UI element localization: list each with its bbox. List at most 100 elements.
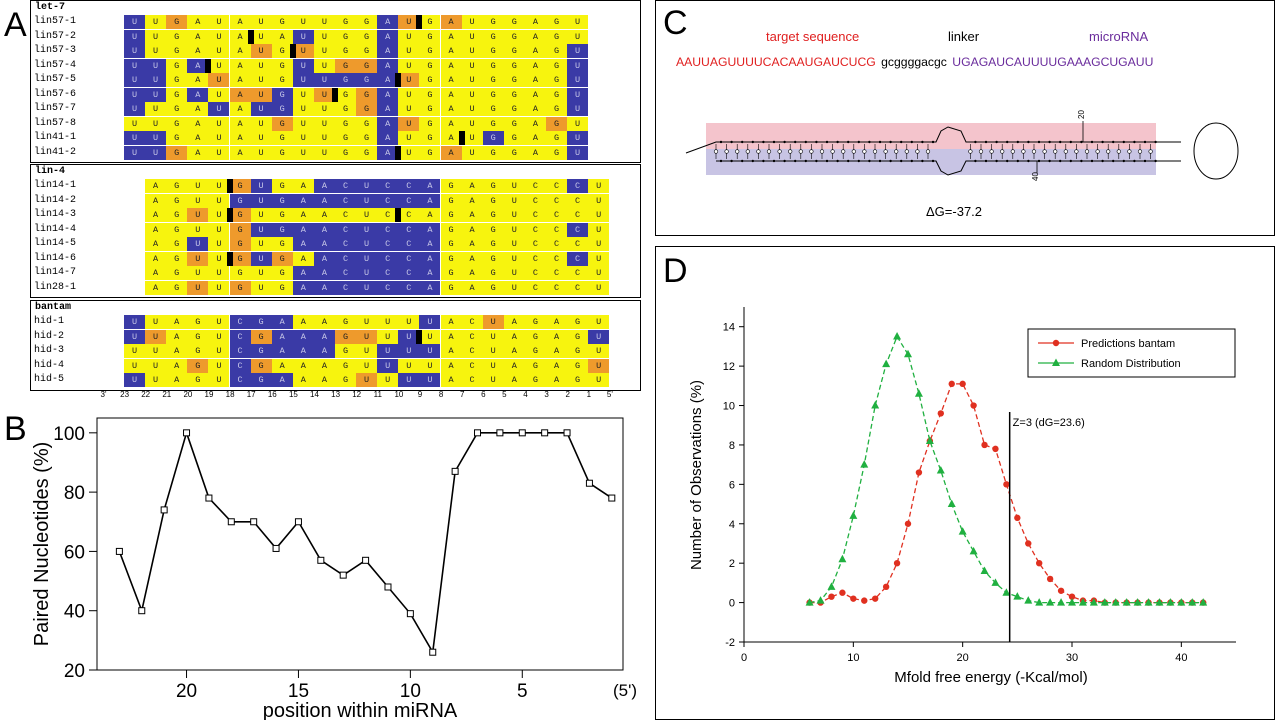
sequence-row-name: lin57-7 [34,103,77,114]
position-label: 6 [481,390,486,399]
data-point [937,410,944,417]
nucleotide-cell: A [145,208,167,222]
data-point [860,460,869,468]
nucleotide-dot [1154,159,1157,163]
nucleotide-cell: U [461,73,483,87]
nucleotide-cell: U [398,358,420,373]
nucleotide-cell: C [398,222,420,237]
nucleotide-cell: U [398,15,420,29]
nucleotide-dot [1006,159,1009,163]
data-point [872,595,879,602]
nucleotide-cell: G [503,116,525,131]
nucleotide-cell: U [419,344,441,358]
nucleotide-cell: C [377,280,399,295]
nucleotide-cell: U [482,315,504,329]
nucleotide-cell: G [335,373,356,387]
nucleotide-cell: U [588,208,610,222]
data-point [1003,481,1010,488]
nucleotide-cell: G [335,344,356,358]
sequence-row-name: hid-3 [34,345,65,356]
nucleotide-cell: G [546,145,567,160]
position-label: 23 [120,390,130,399]
nucleotide-dot [751,159,754,163]
nucleotide-dot [931,140,935,144]
nucleotide-cell: U [398,29,420,44]
nucleotide-dot [1006,140,1009,144]
nucleotide-cell: A [524,102,546,116]
mirna-sequence: UGAGAUCAUUUUGAAAGCUGAUU [952,55,1153,69]
position-label: 12 [352,390,362,399]
nucleotide-cell: U [313,73,335,87]
nucleotide-cell: G [335,358,356,373]
nucleotide-cell: G [229,222,251,237]
nucleotide-cell: A [313,266,335,280]
nucleotide-cell: A [503,373,525,387]
nucleotide-cell: A [440,29,462,44]
nucleotide-cell: A [313,344,335,358]
pair-dot [968,149,973,154]
nucleotide-cell: C [524,280,546,295]
nucleotide-cell: A [524,58,546,73]
nucleotide-cell: C [567,237,589,251]
data-point [272,544,280,552]
pair-dot [915,149,920,154]
nucleotide-cell: G [440,222,462,237]
nucleotide-cell: A [377,73,399,87]
data-point [1036,559,1043,567]
data-point [294,518,302,526]
nucleotide-cell: A [524,116,546,131]
nucleotide-cell: A [166,329,188,344]
nucleotide-cell: A [524,44,546,58]
nucleotide-cell: U [208,131,230,145]
nucleotide-cell: G [482,237,504,251]
nucleotide-cell: G [166,44,188,58]
x-tick-label: 20 [957,652,969,664]
nucleotide-cell: U [124,116,145,131]
paired-series-line [118,430,613,655]
nucleotide-cell: A [166,315,188,329]
nucleotide-cell: G [524,373,546,387]
nucleotide-cell: U [208,208,230,222]
nucleotide-cell: G [271,266,293,280]
data-point [406,610,414,618]
nucleotide-cell: U [503,237,525,251]
nucleotide-dot [794,140,797,144]
pair-dot [989,149,994,154]
nucleotide-cell: C [335,208,356,222]
nucleotide-cell: U [588,222,610,237]
nucleotide-cell: U [419,358,441,373]
nucleotide-cell: G [546,15,567,29]
nucleotide-dot [847,159,850,163]
nucleotide-dot [900,140,903,144]
nucleotide-cell: A [524,73,546,87]
data-point [904,520,912,527]
nucleotide-cell: G [229,193,251,208]
nucleotide-dot [783,159,786,163]
nucleotide-cell: C [377,179,399,193]
nucleotide-cell: A [440,373,462,387]
data-point [474,429,482,437]
nucleotide-cell: U [250,193,272,208]
nucleotide-cell: C [377,251,399,266]
sequence-row-name: lin14-2 [34,194,77,206]
sequence-row-name: hid-2 [34,330,65,342]
nucleotide-cell: C [567,208,589,222]
position-label: 19 [204,390,214,399]
nucleotide-cell: A [440,102,462,116]
nucleotide-cell: A [313,251,335,266]
nucleotide-cell: A [313,222,335,237]
sequence-row-name: lin57-8 [34,117,77,129]
nucleotide-cell: A [145,280,167,295]
nucleotide-cell: U [145,358,167,373]
nucleotide-cell: C [567,251,589,266]
pair-dot [1095,149,1100,154]
data-point [362,556,370,564]
nucleotide-dot [825,140,829,144]
data-point [160,506,168,514]
pair-dot [841,149,846,154]
nucleotide-cell: U [588,373,610,387]
legend-label: Random Distribution [1081,358,1181,370]
data-point [958,527,967,535]
nucleotide-cell: U [208,44,230,58]
gap-marker [226,251,233,266]
